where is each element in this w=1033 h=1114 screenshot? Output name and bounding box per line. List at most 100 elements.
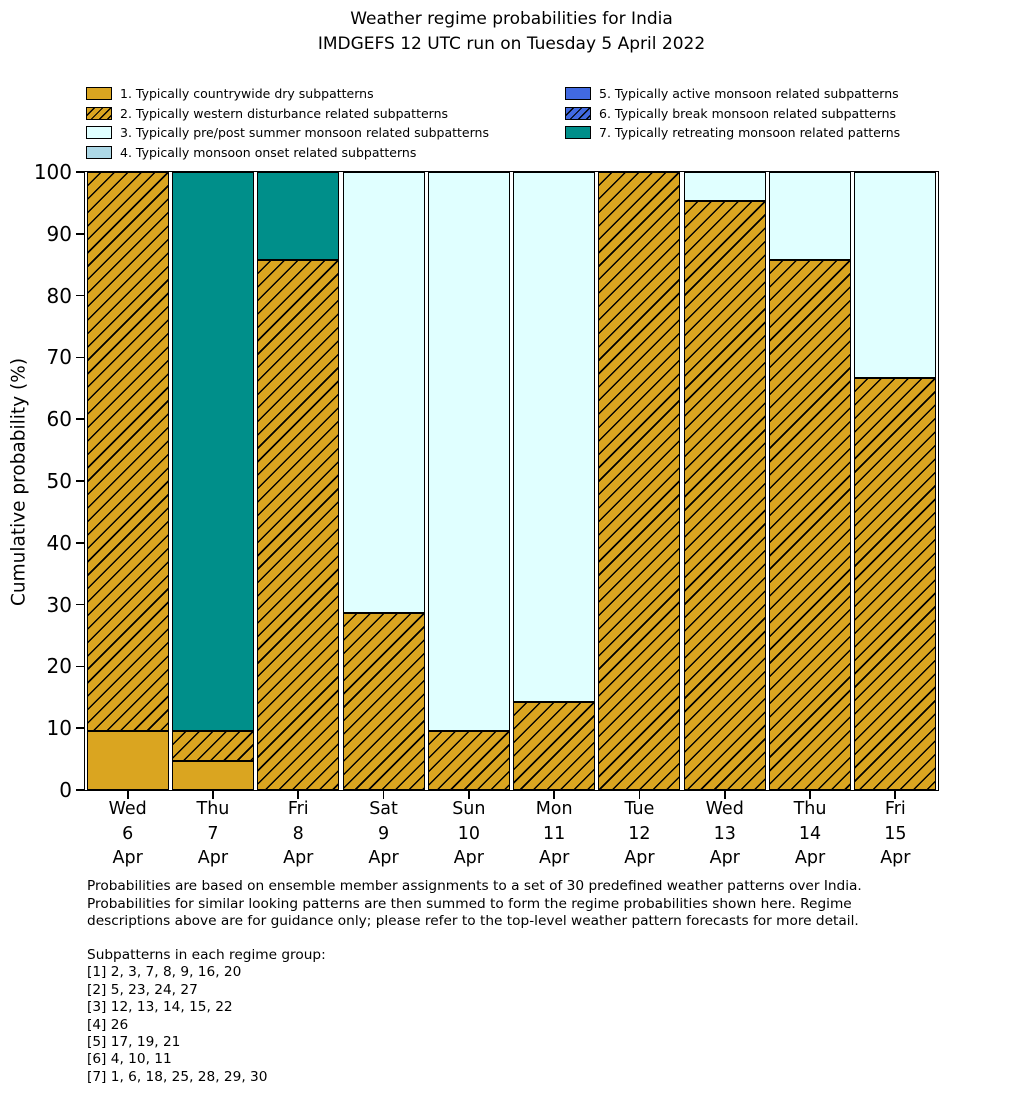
- bar-segment-regime-2: [769, 260, 852, 790]
- y-tick-mark: [76, 356, 84, 359]
- y-tick-label: 40: [46, 530, 72, 555]
- subpattern-line: [1] 2, 3, 7, 8, 9, 16, 20: [87, 964, 242, 981]
- bar-segment-regime-2: [854, 377, 937, 790]
- x-tick-mark: [723, 791, 726, 799]
- y-tick-label: 10: [46, 716, 72, 741]
- bar-segment-regime-3: [427, 172, 510, 732]
- legend-label-regime-7: 7. Typically retreating monsoon related …: [599, 125, 901, 140]
- subpattern-line: [5] 17, 19, 21: [87, 1034, 181, 1051]
- bar-segment-regime-2: [513, 701, 596, 790]
- x-tick-mark: [212, 791, 214, 799]
- x-tick-mark: [894, 791, 897, 799]
- x-tick-label: Thu 14 Apr: [793, 799, 827, 869]
- x-tick-label: Fri 15 Apr: [880, 799, 911, 869]
- y-tick-mark: [76, 171, 84, 173]
- bar-segment-regime-3: [342, 172, 425, 614]
- footer-line: descriptions above are for guidance only…: [87, 913, 859, 929]
- legend-swatch-regime-1: [86, 87, 112, 100]
- legend-column-1: 1. Typically countrywide dry subpatterns…: [86, 86, 489, 160]
- subpattern-line: [3] 12, 13, 14, 15, 22: [87, 999, 233, 1016]
- x-tick-mark: [382, 791, 385, 799]
- y-tick-mark: [76, 232, 84, 235]
- y-tick-mark: [76, 727, 84, 730]
- bar-segment-regime-2: [257, 260, 340, 790]
- legend-item-regime-4: 4. Typically monsoon onset related subpa…: [86, 144, 489, 160]
- legend-swatch-regime-3: [86, 126, 112, 139]
- y-tick-label: 0: [59, 778, 72, 802]
- plot-area: [85, 172, 938, 790]
- legend-column-2: 5. Typically active monsoon related subp…: [565, 86, 901, 140]
- x-tick-mark: [638, 791, 641, 799]
- chart-title-line-2: IMDGEFS 12 UTC run on Tuesday 5 April 20…: [317, 34, 706, 54]
- legend-item-regime-3: 3. Typically pre/post summer monsoon rel…: [86, 125, 489, 140]
- bar-segment-regime-2: [342, 613, 425, 790]
- subpattern-line: [2] 5, 23, 24, 27: [87, 981, 198, 998]
- footer-line: Probabilities for similar looking patter…: [87, 895, 852, 912]
- chart-title-line-1: Weather regime probabilities for India: [350, 9, 673, 29]
- x-tick-label: Fri 8 Apr: [283, 799, 314, 869]
- x-tick-mark: [553, 791, 556, 799]
- x-tick-label: Wed 13 Apr: [705, 799, 744, 869]
- legend-label-regime-5: 5. Typically active monsoon related subp…: [599, 86, 899, 101]
- legend-swatch-regime-7: [565, 126, 591, 139]
- bar-segment-regime-3: [513, 172, 596, 702]
- legend-swatch-regime-4: [86, 145, 112, 159]
- y-tick-label: 90: [46, 221, 72, 246]
- x-tick-label: Sat 9 Apr: [368, 799, 399, 869]
- legend-label-regime-1: 1. Typically countrywide dry subpatterns: [120, 86, 374, 101]
- x-tick-label: Mon 11 Apr: [535, 799, 573, 869]
- x-tick-label: Thu 7 Apr: [196, 799, 230, 869]
- bar-segment-regime-7: [257, 172, 340, 261]
- bar-segment-regime-3: [769, 172, 852, 261]
- legend-swatch-regime-6: [565, 106, 591, 120]
- subpatterns-list: Subpatterns in each regime group: [1] 2,…: [87, 947, 326, 1086]
- subpattern-line: [4] 26: [87, 1016, 129, 1033]
- bar-segment-regime-2: [427, 731, 510, 790]
- y-tick-label: 80: [46, 283, 72, 308]
- legend-label-regime-3: 3. Typically pre/post summer monsoon rel…: [120, 125, 489, 140]
- y-tick-mark: [76, 603, 84, 606]
- subpatterns-heading: Subpatterns in each regime group:: [87, 947, 326, 963]
- y-tick-label: 50: [46, 469, 72, 493]
- y-tick-label: 60: [46, 407, 72, 432]
- footer-notes: Probabilities are based on ensemble memb…: [87, 878, 862, 931]
- legend-swatch-regime-2: [86, 106, 112, 120]
- x-tick-mark: [467, 791, 470, 799]
- y-tick-mark: [76, 665, 84, 668]
- bar-segment-regime-2: [171, 731, 254, 761]
- legend-swatch-regime-5: [565, 87, 591, 100]
- legend-label-regime-6: 6. Typically break monsoon related subpa…: [599, 105, 897, 121]
- bar-segment-regime-2: [86, 172, 169, 732]
- legend-label-regime-4: 4. Typically monsoon onset related subpa…: [120, 144, 417, 160]
- y-tick-label: 20: [46, 654, 72, 679]
- subpattern-line: [7] 1, 6, 18, 25, 28, 29, 30: [87, 1068, 268, 1085]
- bar-segment-regime-7: [171, 172, 254, 732]
- x-tick-label: Tue 12 Apr: [624, 799, 655, 869]
- x-tick-mark: [297, 791, 300, 799]
- bar-segment-regime-1: [86, 731, 169, 790]
- bar-segment-regime-1: [171, 760, 254, 790]
- y-tick-mark: [76, 541, 84, 544]
- legend-item-regime-1: 1. Typically countrywide dry subpatterns: [86, 86, 489, 101]
- subpattern-line: [6] 4, 10, 11: [87, 1051, 172, 1068]
- y-tick-mark: [76, 418, 84, 421]
- bar-segment-regime-2: [683, 201, 766, 790]
- y-tick-mark: [76, 294, 84, 297]
- y-tick-mark: [76, 480, 84, 482]
- legend-item-regime-7: 7. Typically retreating monsoon related …: [565, 125, 901, 140]
- bar-segment-regime-3: [854, 172, 937, 378]
- legend-label-regime-2: 2. Typically western disturbance related…: [120, 105, 449, 121]
- legend-item-regime-5: 5. Typically active monsoon related subp…: [565, 86, 900, 101]
- x-tick-label: Sun 10 Apr: [452, 799, 486, 869]
- y-tick-mark: [76, 789, 84, 791]
- y-tick-label: 100: [33, 160, 72, 184]
- bar-segment-regime-2: [598, 172, 681, 790]
- y-tick-label: 30: [46, 592, 72, 617]
- legend-item-regime-2: 2. Typically western disturbance related…: [86, 105, 489, 121]
- y-tick-label: 70: [46, 345, 72, 370]
- bar-segment-regime-3: [683, 172, 766, 202]
- x-tick-label: Wed 6 Apr: [108, 799, 147, 869]
- x-tick-mark: [126, 791, 129, 799]
- legend-item-regime-6: 6. Typically break monsoon related subpa…: [565, 105, 900, 121]
